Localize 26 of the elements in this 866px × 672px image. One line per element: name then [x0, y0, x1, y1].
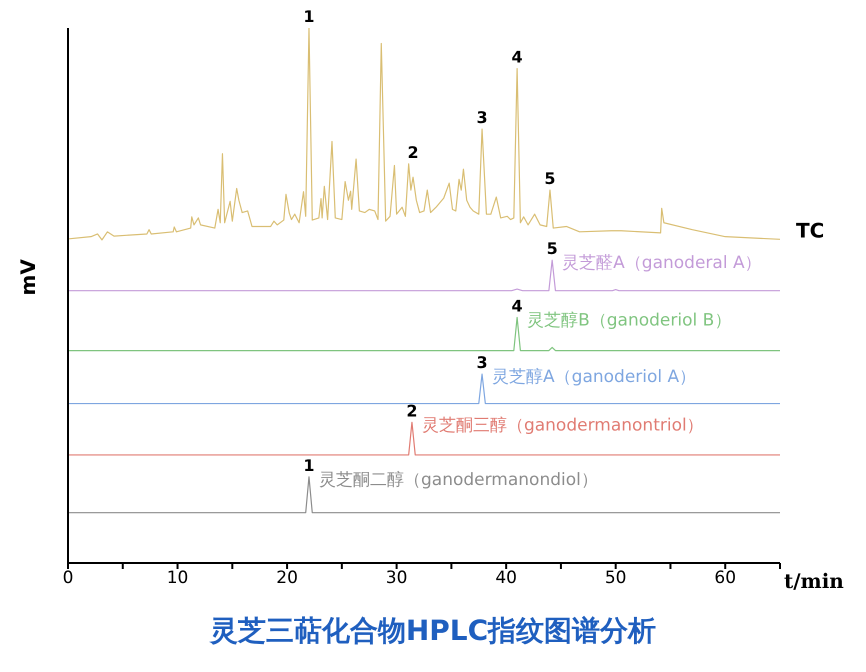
annotation: 2: [406, 401, 418, 420]
x-tick-label: 40: [495, 568, 517, 588]
series-label: 灵芝酮三醇（ganodermanontriol）: [422, 415, 704, 436]
annotation: 3: [476, 353, 488, 372]
x-tick-label: 50: [604, 568, 627, 588]
series-label: 灵芝醇A（ganoderiol A）: [492, 367, 696, 388]
series-label: 灵芝醇B（ganoderiol B）: [527, 310, 732, 330]
x-tick-label: 30: [386, 568, 408, 588]
annotation: 5: [546, 239, 558, 258]
annotation: 3: [476, 108, 488, 128]
x-tick-label: 20: [276, 568, 298, 588]
text: 灵芝三萜化合物HPLC指纹图谱分析: [208, 613, 658, 649]
series-label: 灵芝醛A（ganoderal A）: [562, 253, 762, 274]
annotation: 4: [512, 48, 523, 67]
annotation: 4: [512, 296, 523, 316]
x-tick-label: 10: [166, 568, 188, 588]
annotation: 1: [303, 7, 315, 26]
x-tick-label: 0: [62, 568, 74, 588]
x-tick-label: 60: [714, 568, 736, 588]
x-axis-title: t/min: [784, 569, 844, 594]
y-axis-title: mV: [16, 258, 40, 296]
series-label: 灵芝酮二醇（ganodermanondiol）: [318, 470, 598, 490]
series-label: TC: [796, 218, 824, 242]
annotation: 5: [544, 169, 556, 188]
annotation: 2: [407, 142, 419, 162]
annotation: 1: [303, 456, 315, 475]
